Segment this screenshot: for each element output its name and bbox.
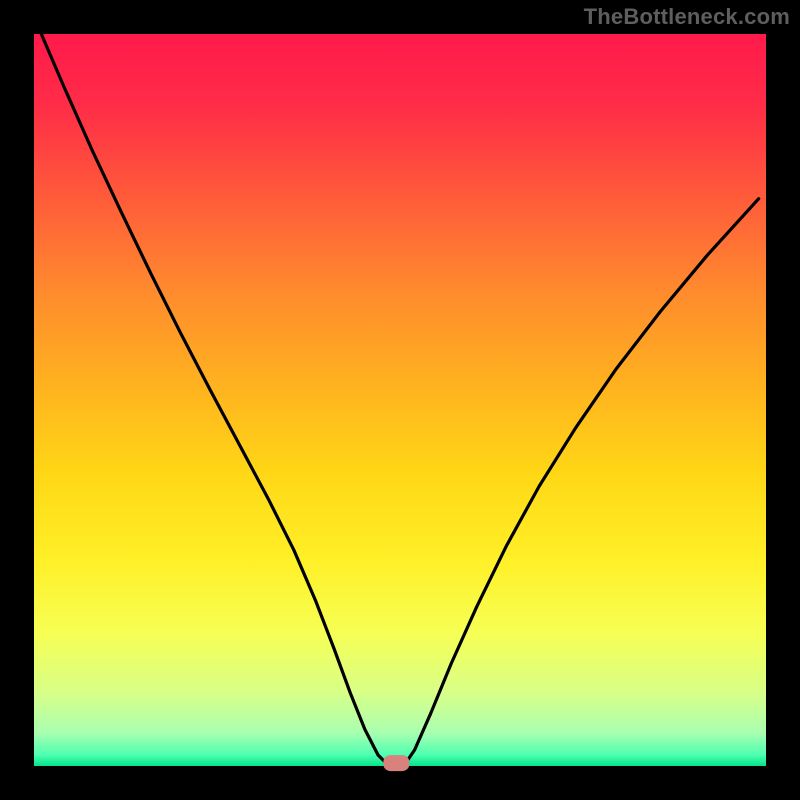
figure-container: TheBottleneck.com [0, 0, 800, 800]
optimum-marker [383, 755, 409, 771]
plot-background [34, 34, 766, 766]
chart-svg [0, 0, 800, 800]
watermark-text: TheBottleneck.com [584, 4, 790, 30]
